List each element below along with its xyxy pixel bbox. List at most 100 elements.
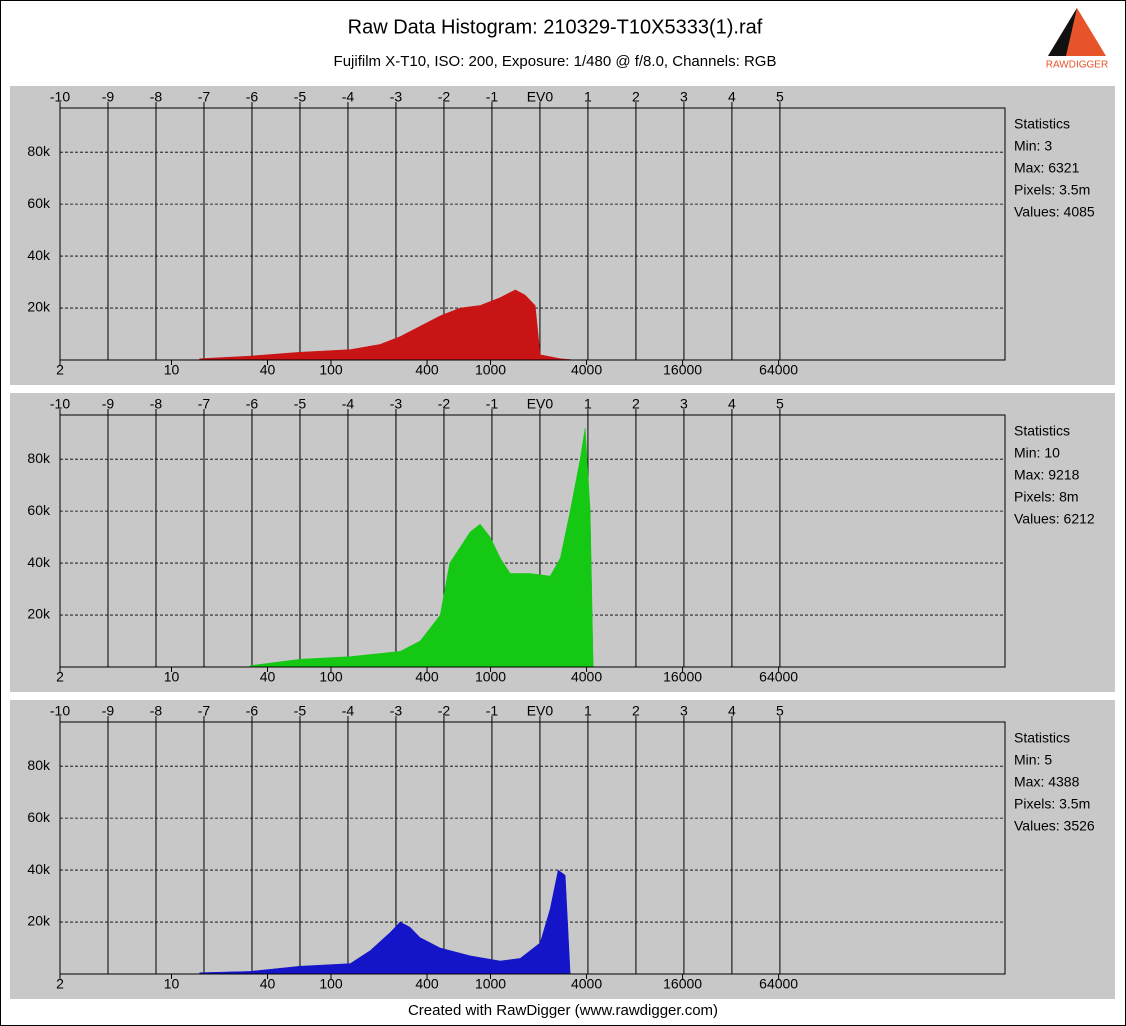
logo-text: RAWDIGGER: [1046, 60, 1108, 71]
x2-tick-label: -2: [438, 89, 451, 105]
x2-tick-label: EV0: [527, 89, 554, 105]
x2-tick-label: -9: [102, 396, 115, 412]
logo-shade: [1048, 8, 1077, 56]
x-tick-label: 4000: [571, 669, 602, 685]
x-tick-label: 1000: [475, 976, 506, 992]
statistics-line: Statistics: [1014, 730, 1070, 746]
x2-tick-label: 5: [776, 89, 784, 105]
x-tick-label: 2: [56, 362, 64, 378]
statistics-line: Pixels: 8m: [1014, 489, 1079, 505]
x2-tick-label: -2: [438, 703, 451, 719]
x2-tick-label: 1: [584, 703, 592, 719]
x2-tick-label: 4: [728, 703, 736, 719]
x-tick-label: 16000: [663, 669, 702, 685]
x2-tick-label: 1: [584, 89, 592, 105]
statistics-line: Min: 3: [1014, 138, 1052, 154]
x2-tick-label: -1: [486, 703, 499, 719]
x2-tick-label: 2: [632, 703, 640, 719]
x2-tick-label: 3: [680, 703, 688, 719]
statistics-line: Statistics: [1014, 116, 1070, 132]
x2-tick-label: EV0: [527, 703, 554, 719]
x2-tick-label: 4: [728, 396, 736, 412]
y-tick-label: 80k: [27, 450, 51, 466]
statistics-line: Min: 5: [1014, 752, 1052, 768]
x2-tick-label: -10: [50, 396, 70, 412]
statistics-line: Pixels: 3.5m: [1014, 182, 1090, 198]
x2-tick-label: -5: [294, 396, 307, 412]
plot-frame: [59, 107, 1006, 361]
x2-tick-label: 2: [632, 396, 640, 412]
y-tick-label: 40k: [27, 247, 51, 263]
panel-background: [10, 86, 1115, 385]
x2-tick-label: 4: [728, 89, 736, 105]
x2-tick-label: -2: [438, 396, 451, 412]
channel-panel: 20k 40k 60k 80k -10 -9 -8 -7 -6 -5 -4 -3 -2 -1 EV0 1 2 3 4…: [10, 700, 1115, 999]
statistics-line: Pixels: 3.5m: [1014, 796, 1090, 812]
x-tick-label: 40: [260, 669, 276, 685]
x2-tick-label: -9: [102, 89, 115, 105]
subtitle: Fujifilm X-T10, ISO: 200, Exposure: 1/48…: [334, 53, 777, 70]
x2-tick-label: -3: [390, 396, 403, 412]
y-tick-label: 80k: [27, 143, 51, 159]
statistics-line: Max: 9218: [1014, 467, 1080, 483]
x2-tick-label: -6: [246, 703, 259, 719]
y-tick-label: 60k: [27, 809, 51, 825]
title: Raw Data Histogram: 210329-T10X5333(1).r…: [348, 16, 763, 38]
x2-tick-label: -6: [246, 396, 259, 412]
y-tick-label: 20k: [27, 299, 51, 315]
x-tick-label: 1000: [475, 669, 506, 685]
plot-frame: [59, 721, 1006, 975]
y-tick-label: 60k: [27, 502, 51, 518]
y-tick-label: 60k: [27, 195, 51, 211]
statistics-line: Statistics: [1014, 423, 1070, 439]
x2-tick-label: 5: [776, 396, 784, 412]
y-tick-label: 80k: [27, 757, 51, 773]
x2-tick-label: -3: [390, 703, 403, 719]
x2-tick-label: EV0: [527, 396, 554, 412]
x-tick-label: 400: [415, 976, 439, 992]
x-tick-label: 64000: [759, 976, 798, 992]
x2-tick-label: -3: [390, 89, 403, 105]
x2-tick-label: -4: [342, 89, 355, 105]
histogram-area: [199, 869, 571, 975]
statistics-line: Values: 3526: [1014, 818, 1095, 834]
x2-tick-label: -10: [50, 703, 70, 719]
statistics-line: Min: 10: [1014, 445, 1060, 461]
y-tick-label: 40k: [27, 861, 51, 877]
x2-tick-label: -9: [102, 703, 115, 719]
x-tick-label: 10: [164, 976, 180, 992]
x2-tick-label: -7: [198, 396, 211, 412]
x2-tick-label: -6: [246, 89, 259, 105]
x2-tick-label: -10: [50, 89, 70, 105]
x2-tick-label: 3: [680, 89, 688, 105]
x-tick-label: 400: [415, 669, 439, 685]
x-tick-label: 40: [260, 976, 276, 992]
statistics-line: Values: 4085: [1014, 204, 1095, 220]
x-tick-label: 64000: [759, 362, 798, 378]
x2-tick-label: -8: [150, 703, 163, 719]
logo: RAWDIGGER: [1046, 8, 1108, 71]
x-tick-label: 2: [56, 669, 64, 685]
statistics-line: Max: 6321: [1014, 160, 1080, 176]
y-tick-label: 20k: [27, 913, 51, 929]
x2-tick-label: -7: [198, 703, 211, 719]
x2-tick-label: -8: [150, 396, 163, 412]
x-tick-label: 10: [164, 669, 180, 685]
x2-tick-label: -1: [486, 396, 499, 412]
x2-tick-label: 5: [776, 703, 784, 719]
x-tick-label: 4000: [571, 362, 602, 378]
histogram-area: [199, 289, 576, 361]
x-tick-label: 100: [319, 362, 343, 378]
footer: Created with RawDigger (www.rawdigger.co…: [408, 1002, 718, 1019]
x-tick-label: 1000: [475, 362, 506, 378]
channel-panel: 20k 40k 60k 80k -10 -9 -8 -7 -6 -5 -4 -3 -2 -1 EV0 1 2 3 4…: [10, 393, 1115, 692]
x2-tick-label: 2: [632, 89, 640, 105]
x-tick-label: 100: [319, 669, 343, 685]
x-tick-label: 40: [260, 362, 276, 378]
x2-tick-label: -5: [294, 703, 307, 719]
y-tick-label: 20k: [27, 606, 51, 622]
x-tick-label: 400: [415, 362, 439, 378]
x2-tick-label: -7: [198, 89, 211, 105]
x2-tick-label: -4: [342, 396, 355, 412]
